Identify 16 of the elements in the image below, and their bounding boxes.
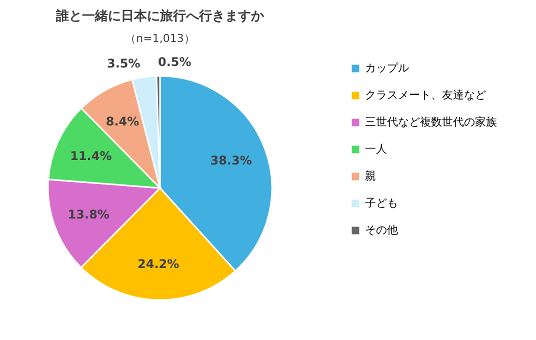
- legend-label: 親: [365, 170, 376, 182]
- legend-label: カップル: [365, 62, 409, 74]
- legend-label: その他: [365, 224, 398, 236]
- chart-title: 誰と一緒に日本に旅行へ行きますか: [55, 8, 265, 24]
- legend-label: 子ども: [365, 196, 398, 210]
- data-label: 38.3%: [210, 154, 252, 168]
- legend-label: クラスメート、友達など: [365, 88, 486, 102]
- data-label: 8.4%: [106, 114, 140, 129]
- data-label: 3.5%: [106, 56, 140, 70]
- data-label: 24.2%: [138, 257, 180, 272]
- legend-label: 三世代など複数世代の家族: [365, 116, 497, 128]
- data-label: 13.8%: [68, 208, 110, 222]
- data-label: 11.4%: [70, 148, 112, 163]
- data-label: 0.5%: [158, 55, 192, 70]
- chart-subtitle: （n=1,013）: [125, 32, 195, 46]
- legend-label: 一人: [365, 142, 387, 156]
